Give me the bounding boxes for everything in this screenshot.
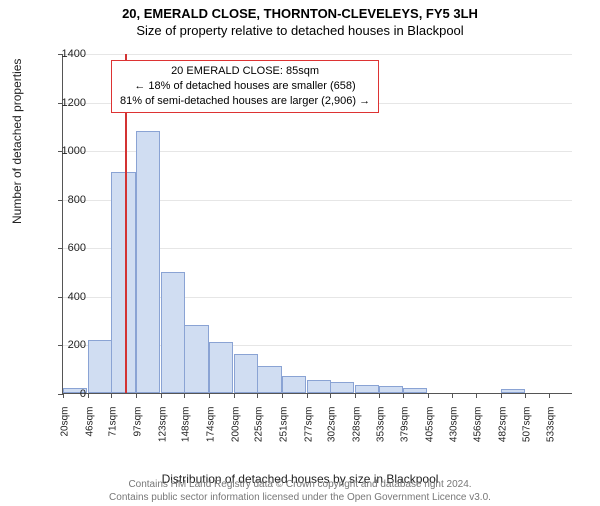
xtick-mark <box>428 393 429 398</box>
histogram-bar <box>161 272 185 393</box>
info-line-2: ← 18% of detached houses are smaller (65… <box>120 79 370 94</box>
xtick-mark <box>452 393 453 398</box>
info-line-3: 81% of semi-detached houses are larger (… <box>120 94 370 109</box>
xtick-label: 507sqm <box>521 407 532 457</box>
xtick-mark <box>379 393 380 398</box>
ytick-label: 1000 <box>46 145 86 157</box>
page-title: 20, EMERALD CLOSE, THORNTON-CLEVELEYS, F… <box>0 6 600 21</box>
xtick-label: 456sqm <box>473 407 484 457</box>
xtick-mark <box>501 393 502 398</box>
xtick-label: 200sqm <box>230 407 241 457</box>
xtick-label: 46sqm <box>84 407 95 457</box>
histogram-bar <box>355 385 379 394</box>
xtick-mark <box>282 393 283 398</box>
ytick-label: 600 <box>46 242 86 254</box>
ytick-label: 200 <box>46 339 86 351</box>
histogram-bar <box>501 389 525 393</box>
xtick-mark <box>209 393 210 398</box>
xtick-label: 302sqm <box>327 407 338 457</box>
plot-area: 20sqm46sqm71sqm97sqm123sqm148sqm174sqm20… <box>62 54 572 394</box>
xtick-mark <box>525 393 526 398</box>
y-axis-title: Number of detached properties <box>10 59 24 224</box>
xtick-label: 225sqm <box>254 407 265 457</box>
xtick-label: 405sqm <box>424 407 435 457</box>
histogram-bar <box>209 342 233 393</box>
histogram-bar <box>379 386 403 393</box>
ytick-label: 1200 <box>46 97 86 109</box>
histogram-bar <box>307 380 331 393</box>
histogram-bar <box>234 354 258 393</box>
histogram-bar <box>88 340 112 393</box>
xtick-mark <box>161 393 162 398</box>
xtick-label: 353sqm <box>375 407 386 457</box>
histogram-bar <box>403 388 427 393</box>
xtick-label: 430sqm <box>448 407 459 457</box>
page-subtitle: Size of property relative to detached ho… <box>0 23 600 38</box>
xtick-label: 533sqm <box>546 407 557 457</box>
xtick-label: 123sqm <box>157 407 168 457</box>
footer-attribution: Contains HM Land Registry data © Crown c… <box>0 479 600 504</box>
xtick-mark <box>257 393 258 398</box>
xtick-mark <box>234 393 235 398</box>
xtick-mark <box>476 393 477 398</box>
xtick-label: 20sqm <box>60 407 71 457</box>
histogram-bar <box>330 382 354 393</box>
xtick-label: 174sqm <box>205 407 216 457</box>
xtick-label: 328sqm <box>351 407 362 457</box>
xtick-mark <box>136 393 137 398</box>
ytick-label: 1400 <box>46 48 86 60</box>
info-line-1: 20 EMERALD CLOSE: 85sqm <box>120 64 370 79</box>
histogram-bar <box>282 376 306 393</box>
xtick-label: 277sqm <box>303 407 314 457</box>
gridline <box>63 54 572 55</box>
xtick-label: 251sqm <box>278 407 289 457</box>
xtick-mark <box>403 393 404 398</box>
histogram-bar <box>136 131 160 393</box>
xtick-mark <box>184 393 185 398</box>
xtick-label: 148sqm <box>181 407 192 457</box>
ytick-label: 800 <box>46 194 86 206</box>
xtick-mark <box>549 393 550 398</box>
xtick-mark <box>355 393 356 398</box>
ytick-label: 400 <box>46 291 86 303</box>
ytick-label: 0 <box>46 388 86 400</box>
xtick-label: 379sqm <box>400 407 411 457</box>
histogram-bar <box>184 325 208 393</box>
histogram-chart: 20sqm46sqm71sqm97sqm123sqm148sqm174sqm20… <box>62 54 572 426</box>
footer-line-1: Contains HM Land Registry data © Crown c… <box>0 479 600 492</box>
histogram-bar <box>257 366 281 393</box>
footer-line-2: Contains public sector information licen… <box>0 492 600 505</box>
histogram-bar <box>111 172 135 393</box>
xtick-label: 482sqm <box>497 407 508 457</box>
xtick-label: 97sqm <box>132 407 143 457</box>
xtick-mark <box>111 393 112 398</box>
xtick-label: 71sqm <box>108 407 119 457</box>
info-box: 20 EMERALD CLOSE: 85sqm ← 18% of detache… <box>111 60 379 113</box>
xtick-mark <box>88 393 89 398</box>
xtick-mark <box>330 393 331 398</box>
xtick-mark <box>307 393 308 398</box>
